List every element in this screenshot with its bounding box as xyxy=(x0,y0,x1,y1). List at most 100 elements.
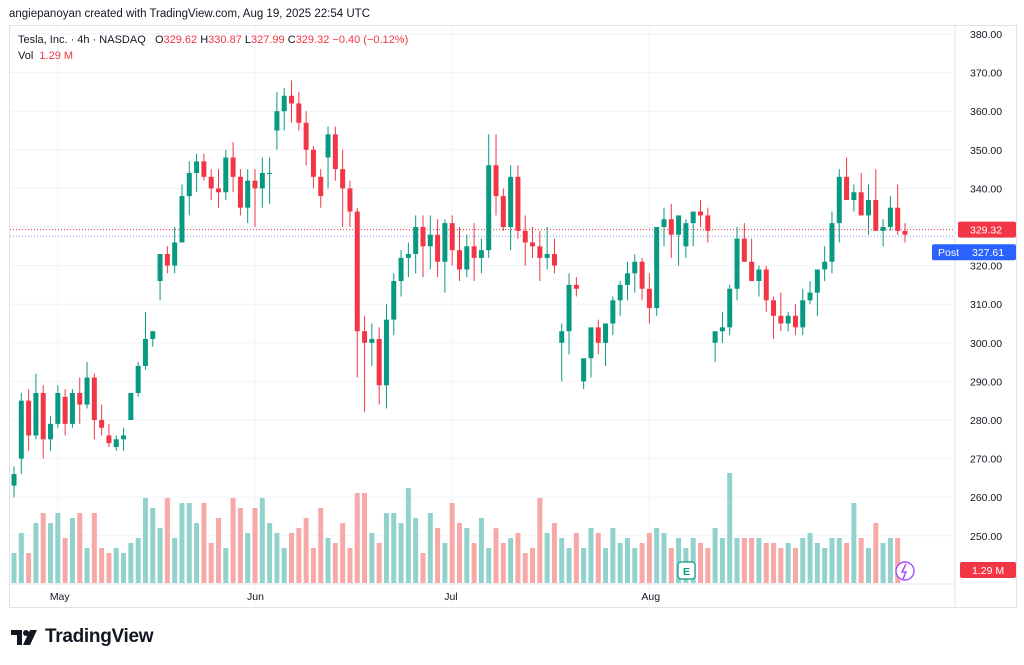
candle xyxy=(698,199,704,227)
candle-body xyxy=(128,392,134,420)
candle xyxy=(245,169,251,224)
candle-body xyxy=(500,196,506,227)
candle-body xyxy=(91,377,97,420)
volume-bar xyxy=(851,503,857,583)
candle xyxy=(522,215,528,266)
y-tick-label: 290.00 xyxy=(970,376,1002,388)
candle xyxy=(420,215,426,278)
y-tick-label: 370.00 xyxy=(970,68,1002,80)
candle-body xyxy=(113,439,119,448)
candle-body xyxy=(639,261,645,289)
price-tags: 329.32 Post 327.61 1.29 M E xyxy=(677,221,1016,581)
candle xyxy=(822,246,828,282)
volume-bar xyxy=(895,538,901,583)
volume-bar xyxy=(493,528,499,583)
volume-bar xyxy=(603,548,609,583)
y-tick-label: 300.00 xyxy=(970,338,1002,350)
y-tick-label: 310.00 xyxy=(970,299,1002,311)
symbol-legend: Tesla, Inc. · 4h · NASDAQ O329.62 H330.8… xyxy=(18,34,408,46)
volume-bar xyxy=(595,533,601,583)
candle xyxy=(471,223,477,282)
volume-bar xyxy=(150,508,156,583)
candle-body xyxy=(785,315,791,324)
volume-bar xyxy=(624,538,630,583)
open-value: 329.62 xyxy=(163,34,198,46)
volume-bar xyxy=(464,528,470,583)
candle-body xyxy=(230,157,236,177)
candle xyxy=(566,273,572,355)
candle-body xyxy=(610,300,616,324)
candle xyxy=(84,362,90,409)
candle-body xyxy=(836,176,842,224)
candle-body xyxy=(654,227,660,309)
volume-bar xyxy=(303,518,309,583)
volume-bar xyxy=(734,538,740,583)
candle-body xyxy=(252,180,258,189)
candle-body xyxy=(581,358,587,382)
close-label: C xyxy=(287,34,296,46)
candle-body xyxy=(84,377,90,405)
candle xyxy=(223,149,229,200)
candle xyxy=(267,157,273,204)
candle xyxy=(639,257,645,301)
candle xyxy=(391,273,397,336)
candle-body xyxy=(749,261,755,282)
volume-bar xyxy=(756,538,762,583)
candle xyxy=(588,327,594,378)
volume-bar xyxy=(157,528,163,583)
credit-text: angiepanoyan created with TradingView.co… xyxy=(9,8,370,20)
volume-legend: Vol 1.29 M xyxy=(18,50,73,62)
candle xyxy=(500,188,506,231)
candle-body xyxy=(267,172,273,174)
candle xyxy=(18,392,24,475)
candle-body xyxy=(121,435,127,440)
candle-body xyxy=(807,292,813,301)
candle xyxy=(449,215,455,266)
y-tick-label: 250.00 xyxy=(970,531,1002,543)
candle-body xyxy=(208,176,214,189)
candle-body xyxy=(844,176,850,200)
close-value: 329.32 xyxy=(295,34,330,46)
candle-body xyxy=(201,161,207,177)
candle xyxy=(690,211,696,247)
volume-bar xyxy=(880,543,886,583)
candle xyxy=(208,169,214,200)
candle-body xyxy=(683,223,689,247)
volume-bar xyxy=(471,543,477,583)
candle-body xyxy=(354,211,360,332)
candle xyxy=(113,435,119,451)
candle xyxy=(756,265,762,297)
candle xyxy=(11,466,17,498)
candle xyxy=(157,254,163,301)
volume-bar xyxy=(237,508,243,583)
candle xyxy=(851,184,857,212)
tradingview-logo[interactable]: TradingView xyxy=(11,626,154,648)
candle xyxy=(310,145,316,189)
candle-body xyxy=(530,242,536,247)
chart-panel[interactable] xyxy=(9,25,1017,608)
candle xyxy=(318,169,324,208)
candle-body xyxy=(40,392,46,440)
candle xyxy=(347,180,353,227)
candle xyxy=(573,277,579,297)
dividend-icon xyxy=(895,561,915,581)
volume-bar xyxy=(515,533,521,583)
volume-bar xyxy=(844,543,850,583)
candle xyxy=(135,362,141,397)
candle-body xyxy=(245,180,251,208)
candle xyxy=(676,215,682,266)
candle-body xyxy=(646,288,652,309)
volume-bar xyxy=(719,538,725,583)
candle xyxy=(705,207,711,243)
candle xyxy=(405,242,411,278)
symbol-label: Tesla, Inc. · 4h · NASDAQ xyxy=(18,34,146,46)
candle xyxy=(595,319,601,355)
volume-bar xyxy=(887,538,893,583)
candle xyxy=(383,304,389,409)
candle-body xyxy=(332,134,338,170)
volume-tag xyxy=(960,562,1016,578)
volume-bar xyxy=(792,548,798,583)
volume-bar xyxy=(354,493,360,583)
candle-body xyxy=(325,134,331,158)
